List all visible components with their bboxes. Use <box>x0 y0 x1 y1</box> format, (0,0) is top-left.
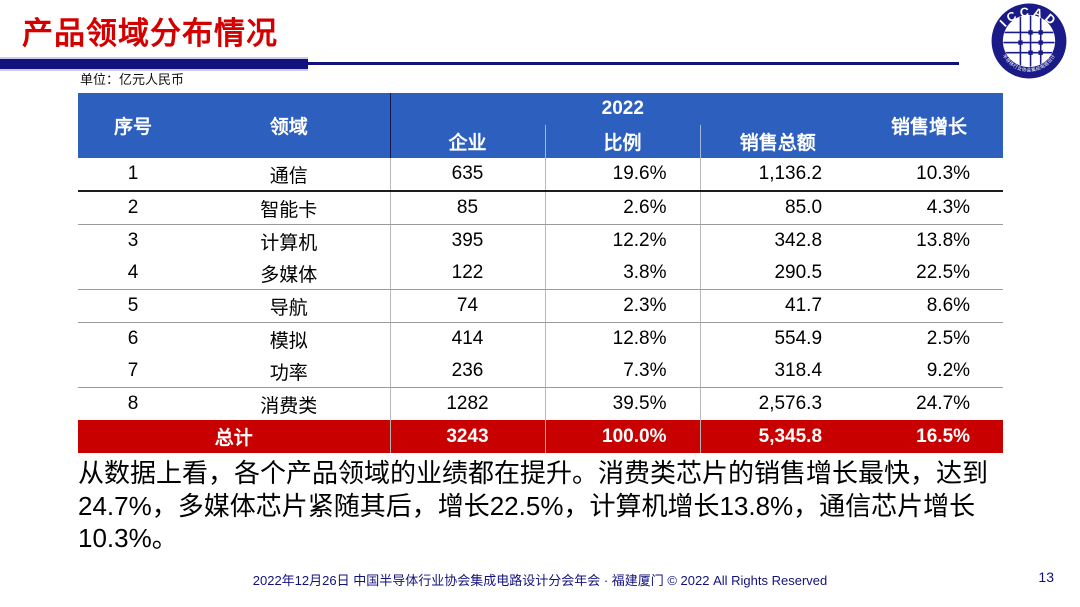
cell-no: 7 <box>78 355 188 388</box>
iccad-logo: ICCAD 中国半导体行业协会集成电路设计分会 <box>988 0 1068 80</box>
col-header-domain: 领域 <box>188 93 390 158</box>
total-growth: 16.5% <box>855 420 1004 453</box>
table-row: 5 导航 74 2.3% 41.7 8.6% <box>78 289 1004 323</box>
table-body: 1 通信 635 19.6% 1,136.2 10.3% 2 智能卡 85 2.6% 85.0 4.3… <box>78 158 1004 420</box>
cell-sales: 41.7 <box>699 289 856 323</box>
cell-share: 19.6% <box>544 158 700 192</box>
cell-share: 2.6% <box>544 191 700 225</box>
cell-growth: 10.3% <box>855 158 1004 192</box>
cell-growth: 9.2% <box>855 355 1004 388</box>
iccad-logo-icon: ICCAD 中国半导体行业协会集成电路设计分会 <box>988 0 1067 79</box>
table-row: 1 通信 635 19.6% 1,136.2 10.3% <box>78 158 1004 192</box>
cell-sales: 85.0 <box>699 191 856 225</box>
cell-companies: 236 <box>389 355 545 388</box>
cell-companies: 122 <box>389 257 545 290</box>
table-row: 3 计算机 395 12.2% 342.8 13.8% <box>78 224 1004 257</box>
page-title: 产品领域分布情况 <box>22 16 278 51</box>
title-underline-thin <box>308 62 959 65</box>
product-domain-table: 序号 领域 2022 销售增长 企业 比例 销售总额 1 通信 635 19.6% 1,… <box>78 93 1004 453</box>
cell-sales: 318.4 <box>699 355 856 388</box>
total-sales: 5,345.8 <box>699 420 856 453</box>
cell-companies: 1282 <box>389 387 545 420</box>
cell-domain: 通信 <box>188 158 390 192</box>
cell-domain: 功率 <box>188 355 390 388</box>
cell-share: 39.5% <box>544 387 700 420</box>
table-row: 2 智能卡 85 2.6% 85.0 4.3% <box>78 191 1004 225</box>
logo-circuit-nodes <box>1018 30 1043 55</box>
cell-companies: 74 <box>389 289 545 323</box>
cell-domain: 模拟 <box>188 322 390 355</box>
cell-sales: 290.5 <box>699 257 856 290</box>
cell-no: 8 <box>78 387 188 420</box>
cell-companies: 85 <box>389 191 545 225</box>
cell-growth: 22.5% <box>855 257 1004 290</box>
cell-growth: 4.3% <box>855 191 1004 225</box>
col-header-share: 比例 <box>544 125 700 158</box>
cell-no: 1 <box>78 158 188 192</box>
title-underline-thick <box>0 59 308 69</box>
table-row: 8 消费类 1282 39.5% 2,576.3 24.7% <box>78 387 1004 420</box>
page-number: 13 <box>1038 569 1054 585</box>
cell-no: 2 <box>78 191 188 225</box>
cell-share: 7.3% <box>544 355 700 388</box>
table-header: 序号 领域 2022 销售增长 企业 比例 销售总额 <box>78 93 1004 158</box>
cell-sales: 342.8 <box>699 224 856 257</box>
cell-domain: 智能卡 <box>188 191 390 225</box>
table-container: 序号 领域 2022 销售增长 企业 比例 销售总额 1 通信 635 19.6% 1,… <box>78 93 1004 453</box>
cell-sales: 2,576.3 <box>699 387 856 420</box>
col-header-no: 序号 <box>78 93 188 158</box>
cell-sales: 1,136.2 <box>699 158 856 192</box>
table-total-row: 总计 3243 100.0% 5,345.8 16.5% <box>78 420 1004 453</box>
year-header: 2022 <box>389 93 856 125</box>
col-header-companies: 企业 <box>389 125 545 158</box>
total-companies: 3243 <box>389 420 545 453</box>
cell-domain: 多媒体 <box>188 257 390 290</box>
cell-companies: 635 <box>389 158 545 192</box>
table-row: 4 多媒体 122 3.8% 290.5 22.5% <box>78 257 1004 290</box>
footer-credit: 2022年12月26日 中国半导体行业协会集成电路设计分会年会 · 福建厦门 ©… <box>252 573 828 588</box>
col-header-sales: 销售总额 <box>699 125 856 158</box>
unit-note: 单位：亿元人民币 <box>80 72 185 87</box>
cell-no: 5 <box>78 289 188 323</box>
cell-domain: 导航 <box>188 289 390 323</box>
cell-share: 3.8% <box>544 257 700 290</box>
cell-growth: 2.5% <box>855 322 1004 355</box>
table-row: 6 模拟 414 12.8% 554.9 2.5% <box>78 322 1004 355</box>
analysis-line: 从数据上看，各个产品领域的业绩都在提升。消费类芯片的销售增长最快，达到 <box>78 458 989 488</box>
analysis-line: 24.7%，多媒体芯片紧随其后，增长22.5%，计算机增长13.8%，通信芯片增… <box>78 490 976 521</box>
cell-share: 2.3% <box>544 289 700 323</box>
cell-domain: 计算机 <box>188 224 390 257</box>
cell-companies: 414 <box>389 322 545 355</box>
col-header-growth: 销售增长 <box>855 93 1004 158</box>
total-label: 总计 <box>78 420 390 453</box>
cell-share: 12.8% <box>544 322 700 355</box>
total-share: 100.0% <box>544 420 700 453</box>
cell-growth: 8.6% <box>855 289 1004 323</box>
total-row: 总计 3243 100.0% 5,345.8 16.5% <box>78 420 1004 453</box>
analysis-paragraph: 从数据上看，各个产品领域的业绩都在提升。消费类芯片的销售增长最快，达到 24.7… <box>78 457 1078 555</box>
cell-no: 4 <box>78 257 188 290</box>
cell-companies: 395 <box>389 224 545 257</box>
cell-no: 3 <box>78 224 188 257</box>
table-row: 7 功率 236 7.3% 318.4 9.2% <box>78 355 1004 388</box>
cell-growth: 13.8% <box>855 224 1004 257</box>
cell-growth: 24.7% <box>855 387 1004 420</box>
cell-share: 12.2% <box>544 224 700 257</box>
cell-sales: 554.9 <box>699 322 856 355</box>
cell-no: 6 <box>78 322 188 355</box>
cell-domain: 消费类 <box>188 387 390 420</box>
analysis-line: 10.3%。 <box>78 523 178 553</box>
